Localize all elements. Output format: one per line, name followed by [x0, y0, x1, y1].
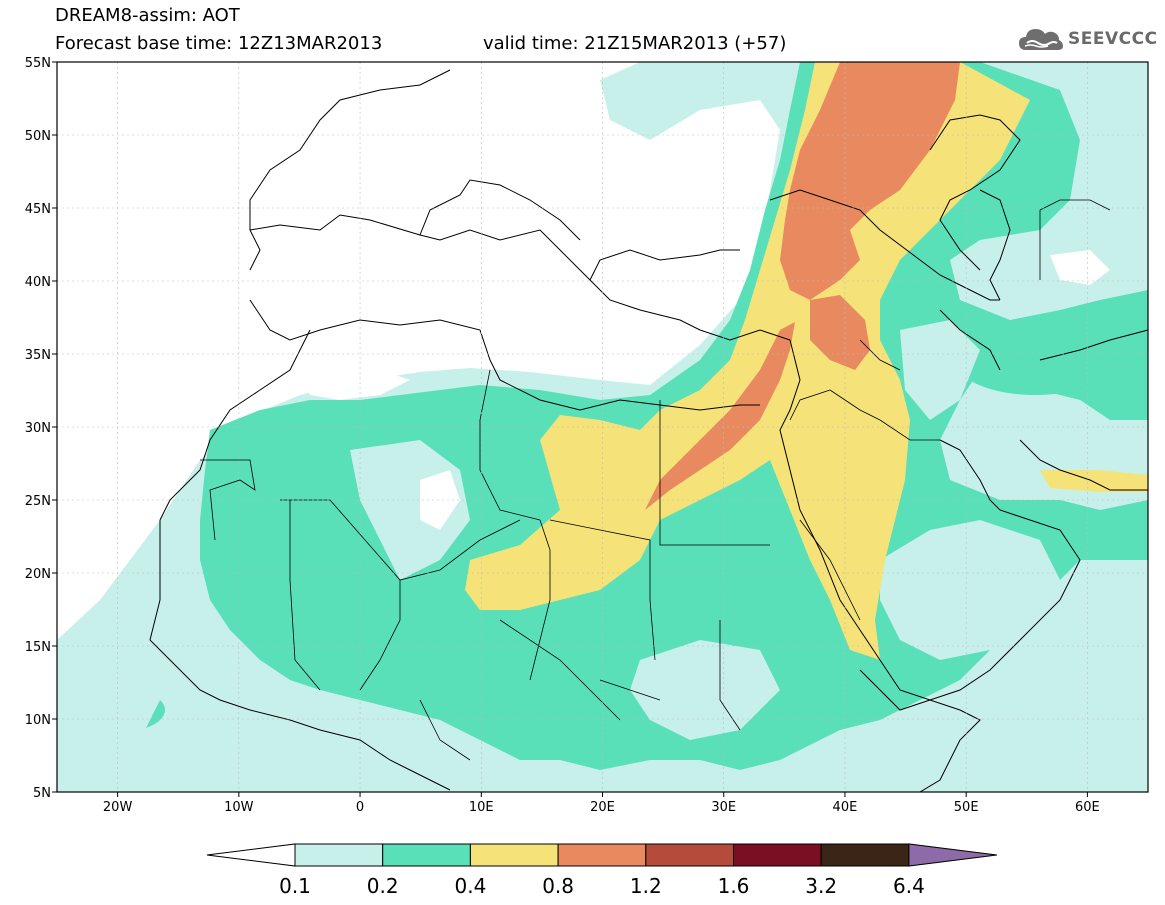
- lon-tick-label: 0: [356, 800, 364, 815]
- map-title: DREAM8-assim: AOT: [55, 5, 240, 26]
- colorbar-segment: [294, 843, 384, 867]
- lat-axis: 55N 50N 45N 40N 35N 30N 25N 20N 15N 10N 5N: [25, 56, 57, 801]
- lon-tick-label: 20W: [103, 800, 133, 815]
- lat-tick-label: 50N: [25, 129, 51, 144]
- lat-tick-label: 30N: [25, 421, 51, 436]
- colorbar-label: 1.2: [630, 874, 662, 898]
- cloud-icon: [1019, 29, 1063, 50]
- colorbar-segment: [645, 843, 734, 867]
- colorbar-label: 6.4: [893, 874, 925, 898]
- country-borders: [200, 199, 1111, 761]
- lat-tick-label: 20N: [25, 567, 51, 582]
- valid-time: valid time: 21Z15MAR2013 (+57): [483, 33, 787, 54]
- aot-holes-white: [300, 250, 1110, 530]
- colorbar-segment: [820, 843, 910, 867]
- forecast-base-time: Forecast base time: 12Z13MAR2013: [55, 33, 383, 54]
- seevccc-logo: SEEVCCC: [1018, 24, 1158, 54]
- colorbar-label: 0.4: [454, 874, 486, 898]
- lat-tick-label: 15N: [25, 640, 51, 655]
- aot-band-0.4: [465, 62, 1148, 660]
- colorbar: 0.1 0.2 0.4 0.8 1.2 1.6 3.2 6.4: [206, 843, 997, 898]
- lon-axis: 20W 10W 0 10E 20E 30E 40E 50E 60E: [103, 792, 1100, 815]
- lon-tick-label: 10W: [224, 800, 254, 815]
- aot-band-0.8: [645, 62, 960, 510]
- lon-tick-label: 30E: [711, 800, 736, 815]
- lat-tick-label: 55N: [25, 56, 51, 71]
- colorbar-segment: [733, 843, 822, 867]
- colorbar-segment: [557, 843, 647, 867]
- colorbar-segment: [469, 843, 559, 867]
- lon-tick-label: 60E: [1075, 800, 1100, 815]
- lat-tick-label: 25N: [25, 494, 51, 509]
- lat-tick-label: 35N: [25, 348, 51, 363]
- colorbar-below-arrow: [206, 843, 296, 867]
- colorbar-label: 0.8: [542, 874, 574, 898]
- lon-tick-label: 20E: [590, 800, 615, 815]
- lat-tick-label: 10N: [25, 713, 51, 728]
- lon-tick-label: 50E: [954, 800, 979, 815]
- logo-text: SEEVCCC: [1068, 29, 1158, 49]
- lat-tick-label: 45N: [25, 202, 51, 217]
- lat-tick-label: 5N: [33, 786, 51, 801]
- map-grid: [57, 62, 1148, 792]
- colorbar-label: 3.2: [805, 874, 837, 898]
- colorbar-above-arrow: [908, 843, 997, 867]
- colorbar-label: 1.6: [718, 874, 750, 898]
- lon-tick-label: 40E: [833, 800, 858, 815]
- aot-holes-0.1: [57, 320, 1060, 790]
- lat-tick-label: 40N: [25, 275, 51, 290]
- colorbar-segment: [382, 843, 471, 867]
- coastlines: [149, 69, 1148, 792]
- lon-tick-label: 10E: [469, 800, 494, 815]
- colorbar-label: 0.2: [367, 874, 399, 898]
- colorbar-label: 0.1: [279, 874, 311, 898]
